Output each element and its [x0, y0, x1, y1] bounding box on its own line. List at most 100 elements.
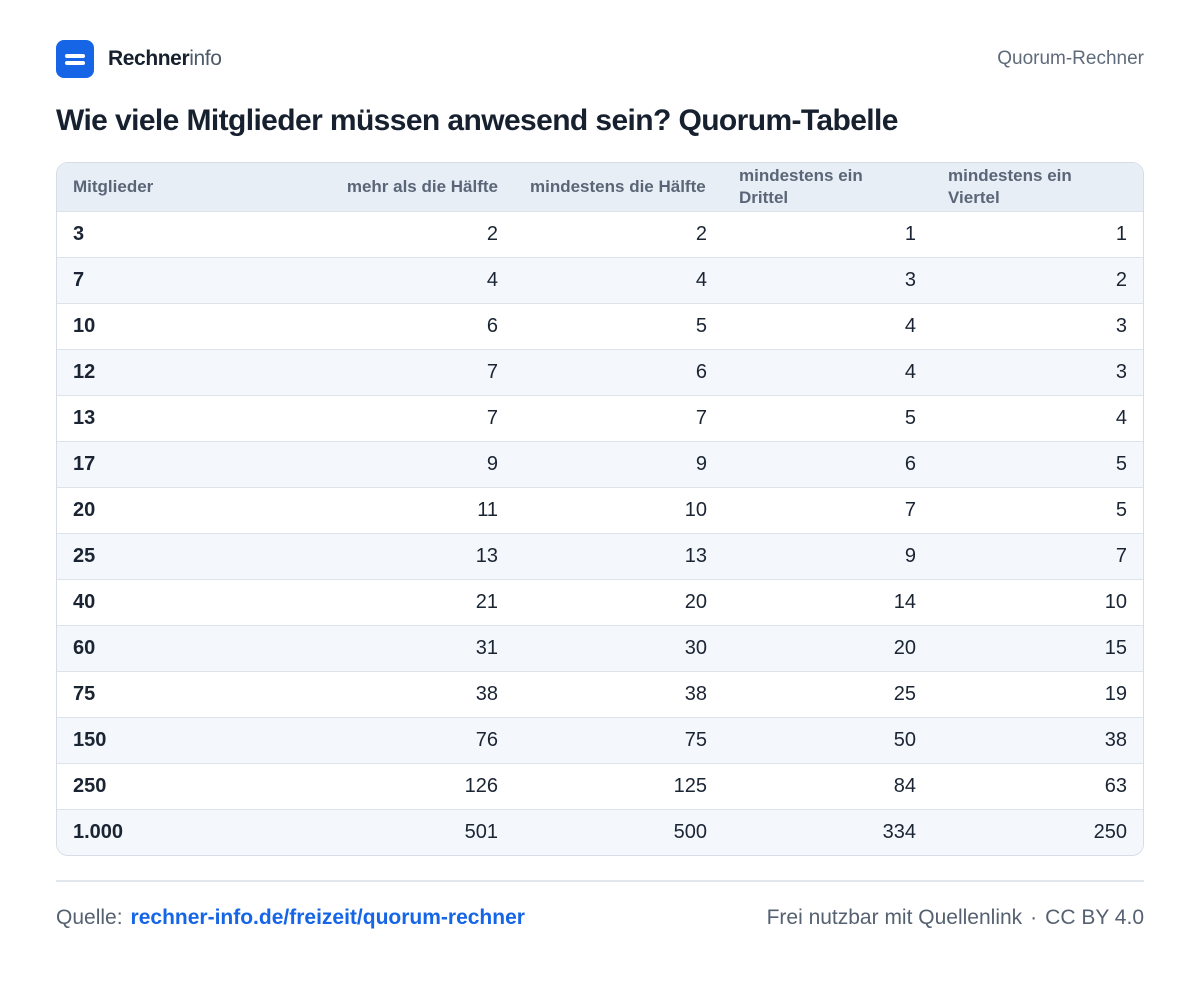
table-body: 3 2 2 1 1 7 4 4 3 2 10 6 5 4 3 12 7 6 4 3 13 7 7 5 4 17 9 9 6 5 20 11 10…	[57, 211, 1143, 855]
header-page-label: Quorum-Rechner	[997, 48, 1144, 69]
table-cell: 2	[486, 222, 498, 245]
table-cell: 13	[475, 544, 498, 567]
footer-license: Frei nutzbar mit Quellenlink · CC BY 4.0	[767, 906, 1144, 930]
source-label: Quelle:	[56, 906, 123, 929]
cell-members: 17	[73, 452, 96, 475]
column-header-at-least-half: mindestens die Hälfte	[530, 176, 706, 196]
table-cell: 38	[475, 682, 498, 705]
page-title: Wie viele Mitglieder müssen anwesend sei…	[56, 104, 898, 137]
table-cell: 31	[475, 636, 498, 659]
cell-members: 75	[73, 682, 96, 705]
table-cell: 4	[695, 268, 707, 291]
table-cell: 125	[673, 774, 707, 797]
menu-lines-icon	[56, 40, 94, 78]
table-cell: 14	[893, 590, 916, 613]
table-row: 150 76 75 50 38	[57, 717, 1143, 763]
table-row: 25 13 13 9 7	[57, 533, 1143, 579]
table-row: 17 9 9 6 5	[57, 441, 1143, 487]
cell-members: 40	[73, 590, 96, 613]
table-cell: 21	[475, 590, 498, 613]
cell-members: 13	[73, 406, 96, 429]
table-cell: 4	[904, 314, 916, 337]
header: Rechnerinfo Quorum-Rechner	[56, 40, 1144, 78]
table-cell: 4	[1115, 406, 1127, 429]
logo-text-light: info	[189, 47, 222, 70]
table-cell: 3	[904, 268, 916, 291]
table-row: 20 11 10 7 5	[57, 487, 1143, 533]
table-cell: 10	[1104, 590, 1127, 613]
logo[interactable]: Rechnerinfo	[56, 40, 222, 78]
table-row: 3 2 2 1 1	[57, 211, 1143, 257]
table-cell: 1	[1115, 222, 1127, 245]
table-cell: 334	[882, 820, 916, 843]
license-badge[interactable]: CC BY 4.0	[1045, 906, 1144, 929]
table-cell: 7	[486, 406, 498, 429]
cell-members: 60	[73, 636, 96, 659]
table-cell: 126	[464, 774, 498, 797]
table-cell: 10	[684, 498, 707, 521]
table-row: 250 126 125 84 63	[57, 763, 1143, 809]
table-cell: 7	[904, 498, 916, 521]
table-cell: 2	[1115, 268, 1127, 291]
quorum-table: Mitglieder mehr als die Hälfte mindesten…	[57, 163, 1143, 855]
table-cell: 63	[1104, 774, 1127, 797]
table-cell: 9	[486, 452, 498, 475]
cell-members: 10	[73, 314, 96, 337]
quorum-table-container: Mitglieder mehr als die Hälfte mindesten…	[56, 162, 1144, 856]
table-cell: 20	[684, 590, 707, 613]
cell-members: 12	[73, 360, 96, 383]
table-cell: 75	[684, 728, 707, 751]
table-cell: 6	[904, 452, 916, 475]
table-cell: 4	[486, 268, 498, 291]
table-header-row: Mitglieder mehr als die Hälfte mindesten…	[57, 163, 1143, 211]
table-cell: 15	[1104, 636, 1127, 659]
table-row: 40 21 20 14 10	[57, 579, 1143, 625]
source-link[interactable]: rechner-info.de/freizeit/quorum-rechner	[130, 906, 525, 929]
table-cell: 5	[695, 314, 707, 337]
footer-divider	[56, 880, 1144, 882]
logo-text-bold: Rechner	[108, 47, 190, 70]
table-cell: 7	[695, 406, 707, 429]
table-row: 7 4 4 3 2	[57, 257, 1143, 303]
table-row: 1.000 501 500 334 250	[57, 809, 1143, 855]
cell-members: 250	[73, 774, 107, 797]
cell-members: 150	[73, 728, 107, 751]
table-cell: 3	[1115, 360, 1127, 383]
cell-members: 3	[73, 222, 85, 245]
cell-members: 20	[73, 498, 96, 521]
table-row: 12 7 6 4 3	[57, 349, 1143, 395]
cell-members: 7	[73, 268, 85, 291]
table-cell: 7	[1115, 544, 1127, 567]
column-header-members: Mitglieder	[73, 176, 154, 196]
table-cell: 5	[1115, 498, 1127, 521]
table-cell: 4	[904, 360, 916, 383]
table-cell: 6	[486, 314, 498, 337]
logo-text: Rechnerinfo	[108, 47, 222, 71]
table-cell: 7	[486, 360, 498, 383]
table-cell: 30	[684, 636, 707, 659]
table-cell: 1	[904, 222, 916, 245]
table-row: 75 38 38 25 19	[57, 671, 1143, 717]
table-cell: 50	[893, 728, 916, 751]
table-cell: 500	[673, 820, 707, 843]
table-cell: 38	[684, 682, 707, 705]
column-header-at-least-third: mindestens ein Drittel	[739, 165, 863, 207]
table-cell: 501	[464, 820, 498, 843]
table-cell: 19	[1104, 682, 1127, 705]
table-cell: 9	[695, 452, 707, 475]
table-row: 60 31 30 20 15	[57, 625, 1143, 671]
table-cell: 9	[904, 544, 916, 567]
cell-members: 1.000	[73, 820, 124, 843]
table-cell: 6	[695, 360, 707, 383]
table-row: 10 6 5 4 3	[57, 303, 1143, 349]
table-cell: 38	[1104, 728, 1127, 751]
table-cell: 76	[475, 728, 498, 751]
column-header-more-than-half: mehr als die Hälfte	[346, 176, 498, 196]
license-text: Frei nutzbar mit Quellenlink	[766, 906, 1023, 929]
table-row: 13 7 7 5 4	[57, 395, 1143, 441]
table-cell: 11	[477, 498, 498, 521]
footer-source: Quelle: rechner-info.de/freizeit/quorum-r…	[56, 906, 525, 930]
table-cell: 84	[893, 774, 916, 797]
table-cell: 3	[1115, 314, 1127, 337]
